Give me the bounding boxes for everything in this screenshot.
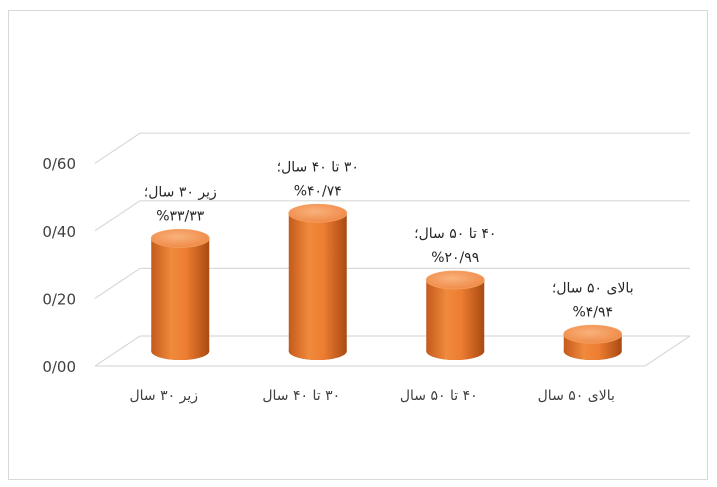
category-labels: زیر ۳۰ سال ۳۰ تا ۴۰ سال ۴۰ تا ۵۰ سال بالای … [129,388,614,404]
bar-body [288,213,347,360]
y-tick-label: 0/00 [42,358,76,376]
data-labels: زیر ۳۰ سال؛ %۳۳/۳۳ ۳۰ تا ۴۰ سال؛ %۴۰/۷۴ ۴۰ ت… [144,159,634,320]
data-label-line1: زیر ۳۰ سال؛ [144,184,217,200]
chart-frame [8,10,708,480]
bar-top [150,228,210,248]
data-label-line1: بالای ۵۰ سال؛ [552,280,634,296]
data-label-line2: %۴/۹۴ [572,304,613,320]
grid-diagonal [94,335,141,367]
y-axis-ticks: 0/00 0/20 0/40 0/60 [42,155,76,376]
category-label: ۳۰ تا ۴۰ سال [262,388,340,404]
data-label-line2: %۴۰/۷۴ [294,183,342,199]
grid-diagonal [94,200,141,232]
grid-diagonal [94,267,141,299]
data-label-line2: %۲۰/۹۹ [431,250,479,266]
bar-body [151,238,210,360]
bar-top [563,324,623,344]
floor-right-edge [644,335,691,367]
category-label: ۴۰ تا ۵۰ سال [400,388,478,404]
bars [150,203,623,360]
data-label-line1: ۴۰ تا ۵۰ سال؛ [414,226,496,242]
grid-diagonal [94,132,141,164]
y-tick-label: 0/20 [42,290,76,308]
bar [563,324,623,360]
bar-body [426,280,485,360]
bar-top [425,270,485,290]
data-label-line1: ۳۰ تا ۴۰ سال؛ [277,159,359,175]
bar [150,228,210,360]
bar-top [288,203,348,223]
data-label-line2: %۳۳/۳۳ [156,208,205,224]
category-label: زیر ۳۰ سال [129,388,198,404]
category-label: بالای ۵۰ سال [538,388,615,404]
y-tick-label: 0/60 [42,155,76,173]
bar [288,203,348,360]
bar [425,270,485,360]
y-tick-label: 0/40 [42,223,76,241]
